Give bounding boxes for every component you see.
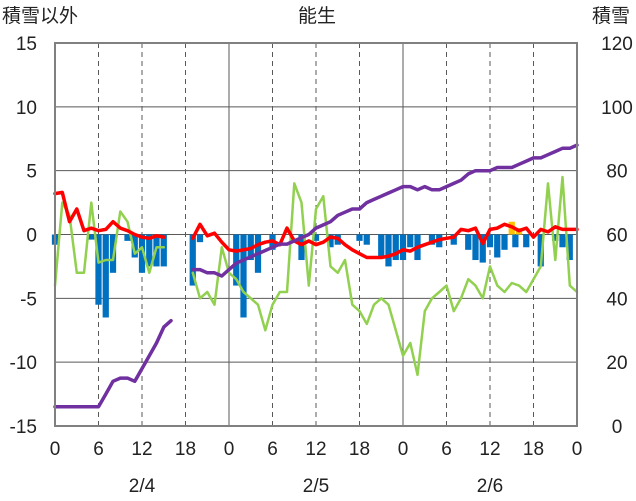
x-tick-label: 0 — [50, 439, 61, 460]
right-tick-label: 80 — [606, 162, 627, 183]
bar — [399, 234, 407, 261]
bar — [566, 234, 573, 261]
bar — [138, 234, 146, 273]
left-axis-label: 積雪以外 — [2, 5, 78, 27]
left-tick-label: -5 — [20, 289, 37, 310]
bar — [392, 234, 399, 261]
date-label: 2/5 — [303, 476, 329, 497]
chart-title: 能生 — [298, 5, 336, 27]
right-tick-label: 0 — [612, 417, 623, 438]
line-series — [53, 143, 579, 409]
right-tick-label: 40 — [606, 289, 627, 310]
x-tick-label: 0 — [572, 439, 583, 460]
date-label: 2/6 — [477, 476, 503, 497]
x-tick-label: 0 — [224, 439, 235, 460]
red-series-line — [191, 222, 579, 260]
left-tick-label: -15 — [10, 417, 37, 438]
left-tick-label: 15 — [16, 34, 37, 55]
bar — [95, 234, 102, 305]
bar — [385, 234, 392, 267]
bar — [146, 234, 153, 267]
bar — [523, 234, 530, 248]
x-tick-label: 18 — [175, 439, 196, 460]
date-labels: 2/4 2/5 2/6 — [129, 476, 503, 497]
red-series-line — [53, 190, 166, 241]
bar — [312, 234, 320, 241]
bar — [102, 234, 109, 318]
green-series-line — [53, 201, 166, 287]
bar — [512, 234, 519, 248]
purple-snow-depth-line — [191, 143, 579, 278]
bar — [131, 234, 138, 258]
bar — [160, 234, 167, 267]
bar — [450, 234, 457, 245]
left-axis-ticks: 15 10 5 0 -5 -10 -15 — [10, 34, 37, 438]
left-tick-label: 5 — [26, 162, 37, 183]
bar — [298, 234, 305, 261]
bar — [327, 234, 334, 248]
x-tick-label: 0 — [398, 439, 409, 460]
x-tick-label: 6 — [93, 439, 104, 460]
right-tick-label: 60 — [606, 226, 627, 247]
bar — [537, 234, 544, 267]
purple-snow-depth-line — [53, 318, 173, 409]
green-series-line — [191, 175, 579, 377]
bar — [189, 234, 196, 286]
bar — [407, 234, 414, 248]
bar — [465, 234, 472, 250]
bar — [233, 234, 240, 286]
bar — [472, 234, 479, 261]
bar — [501, 234, 508, 250]
x-axis-ticks: 0 6 12 18 0 6 12 18 0 6 12 18 0 — [50, 439, 583, 460]
bar — [479, 234, 486, 263]
left-tick-label: -10 — [10, 353, 37, 374]
x-tick-label: 6 — [267, 439, 278, 460]
right-tick-label: 20 — [606, 353, 627, 374]
left-tick-label: 10 — [16, 98, 37, 119]
x-tick-label: 6 — [441, 439, 452, 460]
right-axis-ticks: 120 100 80 60 40 20 0 — [601, 34, 633, 438]
x-tick-label: 12 — [131, 439, 152, 460]
bar — [428, 234, 436, 245]
bar — [552, 234, 559, 241]
x-tick-label: 12 — [479, 439, 500, 460]
bar — [240, 234, 247, 318]
bar — [196, 234, 204, 243]
bar — [124, 234, 131, 241]
bar — [486, 234, 494, 248]
right-tick-label: 100 — [601, 98, 633, 119]
plot-frame — [54, 42, 578, 427]
bar — [363, 234, 370, 245]
x-tick-label: 18 — [523, 439, 544, 460]
bar — [378, 234, 385, 258]
right-tick-label: 120 — [601, 34, 633, 55]
bar — [494, 234, 501, 258]
bar — [88, 234, 95, 240]
left-tick-label: 0 — [26, 226, 37, 247]
x-tick-label: 18 — [349, 439, 370, 460]
bar — [559, 234, 566, 248]
date-label: 2/4 — [129, 476, 156, 497]
bar — [356, 234, 363, 241]
right-axis-label: 積雪 — [592, 5, 630, 27]
x-tick-label: 12 — [305, 439, 326, 460]
